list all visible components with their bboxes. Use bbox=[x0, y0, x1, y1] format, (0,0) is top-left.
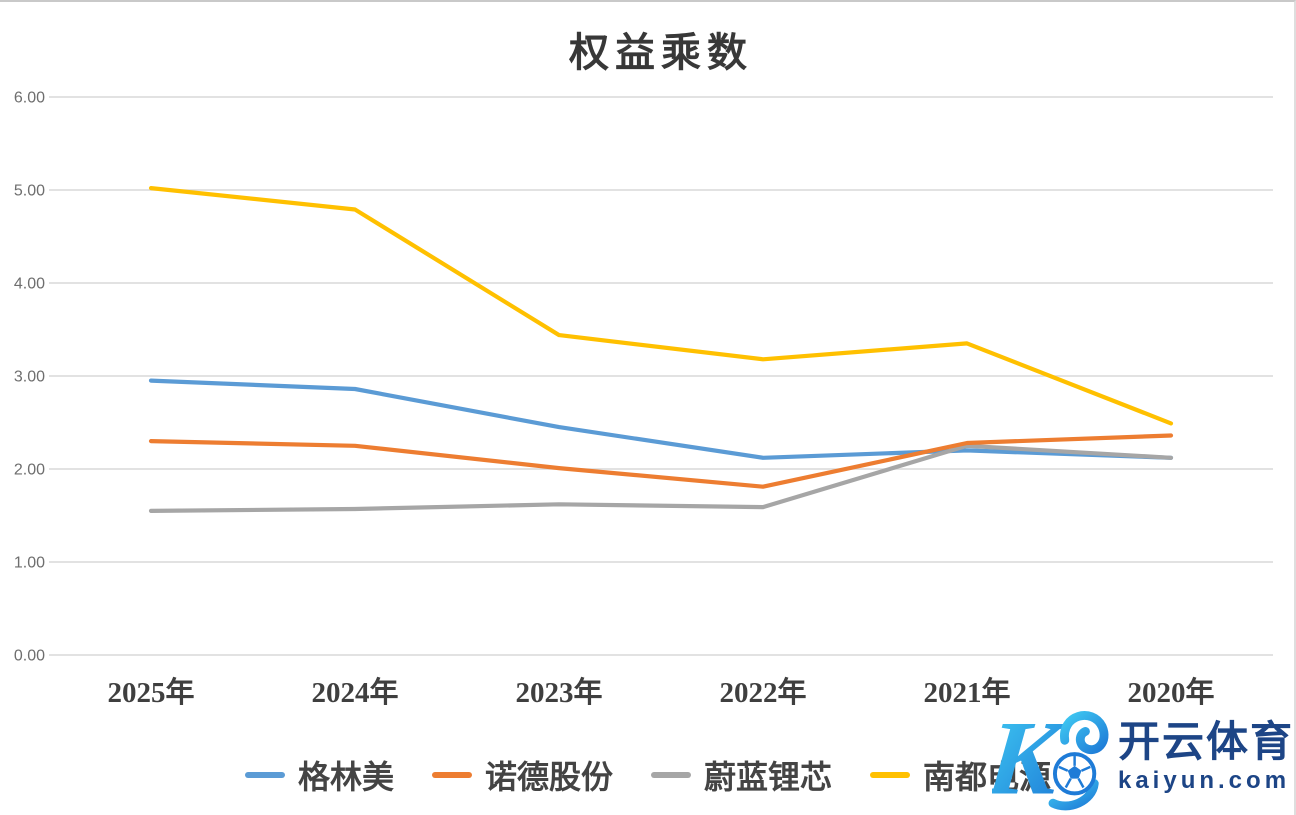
legend-label: 格林美 bbox=[297, 759, 394, 795]
legend-item-nandu: 南都电源 bbox=[870, 752, 1051, 798]
legend-label: 南都电源 bbox=[923, 759, 1052, 795]
series-line-南都电源 bbox=[148, 186, 1174, 426]
legend-marker-blue bbox=[244, 772, 285, 778]
x-axis-category-label: 2024年 bbox=[311, 675, 398, 709]
legend-marker-gray bbox=[651, 772, 691, 778]
legend-item-weilan: 蔚蓝锂芯 bbox=[651, 752, 832, 798]
series-line-诺德股份 bbox=[148, 433, 1174, 489]
line-chart-plot: 0.00 1.00 2.00 3.00 4.00 5.00 6.00 2025年 2024年 20… bbox=[14, 90, 1273, 709]
y-axis-tick-label: 3.00 bbox=[14, 369, 45, 386]
legend-item-nuode: 诺德股份 bbox=[431, 752, 613, 798]
y-axis-tick-label: 4.00 bbox=[14, 276, 45, 293]
chart-title: 权益乘数 bbox=[569, 30, 753, 75]
x-axis-category-label: 2020年 bbox=[1127, 675, 1214, 709]
series-line-格林美 bbox=[148, 378, 1174, 460]
y-axis-tick-label: 1.00 bbox=[14, 555, 45, 572]
legend-item-gelinmei: 格林美 bbox=[244, 752, 394, 798]
x-axis-category-label: 2021年 bbox=[923, 675, 1010, 709]
legend-marker-orange bbox=[431, 772, 472, 778]
y-axis-tick-label: 0.00 bbox=[14, 648, 45, 665]
x-axis-category-label: 2025年 bbox=[107, 675, 194, 709]
y-axis-tick-label: 5.00 bbox=[14, 183, 45, 200]
chart-legend: 格林美 诺德股份 蔚蓝锂芯 南都电源 bbox=[0, 749, 1294, 801]
y-axis-tick-label: 2.00 bbox=[14, 462, 45, 479]
x-axis-category-label: 2023年 bbox=[515, 675, 602, 709]
legend-label: 蔚蓝锂芯 bbox=[704, 759, 833, 795]
x-axis-category-label: 2022年 bbox=[719, 675, 806, 709]
legend-marker-yellow bbox=[870, 772, 911, 778]
series-line-蔚蓝锂芯 bbox=[148, 443, 1174, 513]
legend-label: 诺德股份 bbox=[484, 759, 613, 795]
y-axis-tick-label: 6.00 bbox=[14, 90, 45, 107]
